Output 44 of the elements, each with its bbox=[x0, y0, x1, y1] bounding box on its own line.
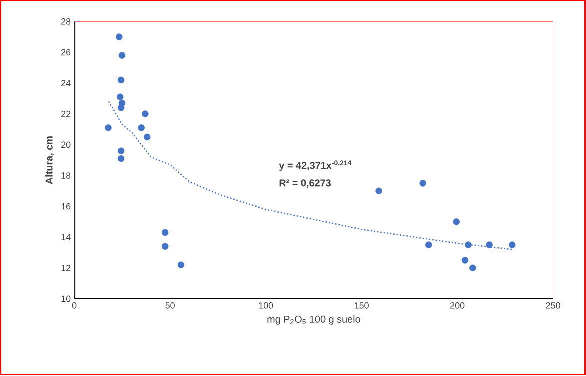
x-tick-label: 50 bbox=[166, 302, 175, 310]
point bbox=[178, 262, 185, 269]
point bbox=[118, 104, 125, 112]
y-tick-label: 24 bbox=[62, 80, 71, 87]
y-tick-label: 14 bbox=[62, 234, 71, 241]
point bbox=[116, 94, 124, 101]
point bbox=[105, 124, 112, 132]
point bbox=[470, 265, 476, 272]
point bbox=[162, 230, 169, 236]
x-tick-label: 150 bbox=[355, 302, 369, 310]
x-tick-label: 100 bbox=[259, 302, 274, 310]
point bbox=[486, 242, 493, 249]
point bbox=[508, 242, 516, 249]
y-tick-label: 28 bbox=[62, 18, 71, 26]
point bbox=[138, 124, 145, 132]
y-tick-label: 16 bbox=[62, 204, 71, 210]
point bbox=[465, 242, 472, 249]
y-axis-title: Altura, cm bbox=[46, 136, 54, 185]
point bbox=[118, 52, 126, 60]
annotation: R² = 0,6273 bbox=[280, 180, 331, 188]
point bbox=[162, 243, 169, 250]
x-tick-label: 200 bbox=[450, 302, 465, 310]
annotation: y = 42,371x$^{-0,214}$ bbox=[279, 160, 352, 172]
point bbox=[462, 257, 469, 264]
y-tick-label: 22 bbox=[62, 111, 71, 118]
point bbox=[420, 180, 426, 188]
y-tick-label: 10 bbox=[62, 296, 71, 302]
point bbox=[142, 110, 149, 118]
y-tick-label: 20 bbox=[62, 142, 71, 148]
point bbox=[453, 218, 460, 226]
x-axis-title: mg P$_{2}$O$_{5}$ 100 g suelo bbox=[268, 316, 360, 326]
point bbox=[425, 242, 432, 249]
point bbox=[376, 188, 382, 195]
point bbox=[118, 156, 125, 162]
y-tick-label: 12 bbox=[62, 265, 71, 272]
line-series bbox=[108, 101, 514, 251]
point bbox=[116, 34, 123, 41]
point bbox=[118, 148, 125, 155]
point bbox=[118, 77, 125, 84]
point bbox=[144, 134, 151, 141]
x-tick-label: 250 bbox=[546, 302, 560, 310]
y-tick-label: 26 bbox=[62, 50, 71, 56]
x-tick-label: 0 bbox=[72, 302, 77, 310]
y-tick-label: 18 bbox=[62, 172, 71, 180]
